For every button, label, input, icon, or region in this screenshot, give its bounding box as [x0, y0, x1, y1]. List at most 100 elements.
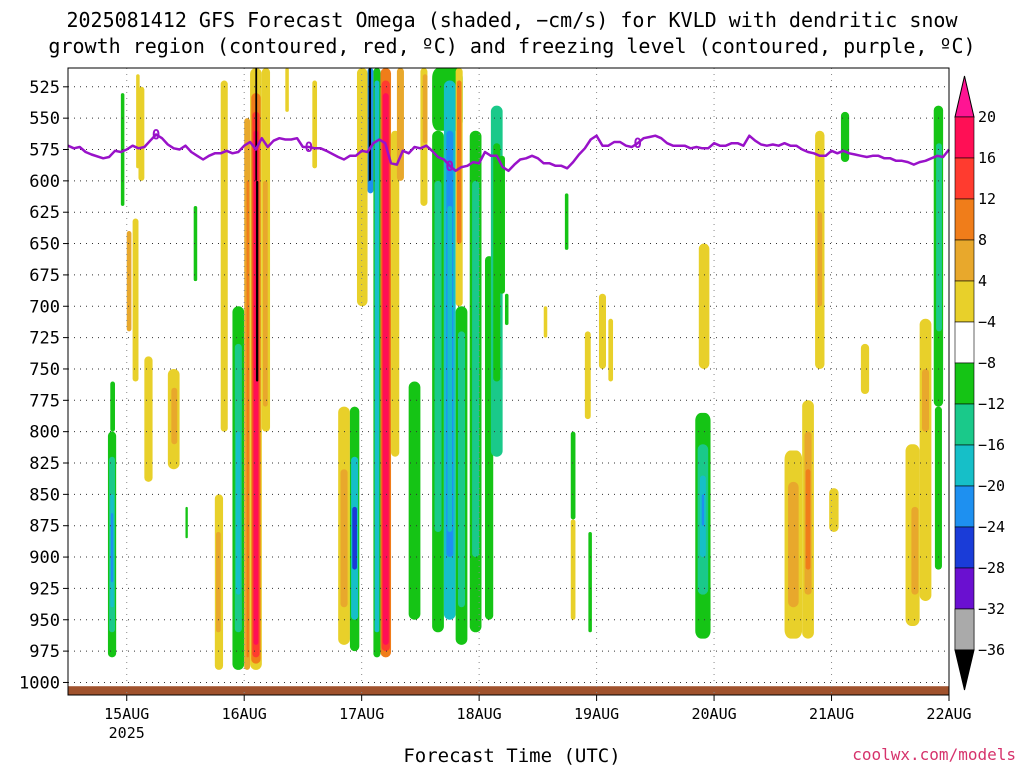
omega-cell [447, 205, 453, 532]
freezing-level-label: 0 [305, 140, 313, 156]
colorbar-label: 8 [978, 231, 987, 249]
omega-cell [132, 218, 139, 382]
omega-cell [788, 481, 799, 608]
omega-cell [312, 80, 318, 169]
chart-title-line2: growth region (contoured, red, ºC) and f… [48, 34, 976, 58]
omega-cell [608, 318, 614, 382]
omega-cell [352, 506, 357, 570]
omega-cell [840, 111, 850, 163]
omega-cell [246, 180, 249, 658]
freezing-level: 0 0 0 0 [67, 127, 950, 175]
omega-cell [185, 506, 188, 539]
y-tick-label: 975 [29, 642, 60, 662]
x-tick-label: 17AUG [339, 705, 384, 723]
colorbar-swatch [954, 444, 975, 487]
omega-cell [499, 155, 505, 294]
omega-cell [543, 306, 548, 338]
colorbar-label: 12 [978, 190, 996, 208]
omega-cell [805, 469, 811, 570]
omega-cell [921, 368, 930, 432]
y-tick-label: 525 [29, 78, 60, 98]
omega-cell [110, 381, 115, 432]
x-tick-sublabel: 2025 [109, 724, 145, 742]
omega-cell [564, 193, 569, 250]
omega-cell [456, 80, 462, 244]
omega-cell [422, 74, 428, 144]
colorbar: 20 16 12 8 4 −4 −8 −12 −16 −20 −24 −28 −32 −36 [954, 75, 1005, 691]
omega-cell [457, 331, 466, 608]
colorbar-label: −12 [978, 395, 1005, 413]
y-tick-label: 925 [29, 579, 60, 599]
omega-cell [584, 331, 591, 420]
colorbar-swatch [954, 403, 975, 446]
omega-cell [408, 381, 421, 620]
omega-cell [504, 293, 509, 326]
omega-cell [570, 519, 576, 620]
omega-cell [391, 130, 400, 457]
y-tick-label: 700 [29, 297, 60, 317]
colorbar-swatch [954, 321, 975, 364]
x-tick-label: 22AUG [926, 705, 971, 723]
colorbar-label: −4 [978, 313, 996, 331]
omega-shading [107, 68, 944, 670]
freezing-level-label: 0 [152, 127, 160, 143]
y-tick-label: 825 [29, 454, 60, 474]
freezing-level-label: 0 [446, 159, 454, 175]
omega-cell [171, 387, 178, 445]
colorbar-label: −24 [978, 518, 1005, 536]
omega-cell [493, 143, 501, 382]
omega-cell [235, 431, 241, 595]
colorbar-swatch [954, 280, 975, 323]
colorbar-swatch [954, 567, 975, 610]
colorbar-swatch [954, 485, 975, 528]
y-tick-label: 600 [29, 172, 60, 192]
omega-cell [934, 406, 942, 570]
colorbar-swatch [954, 157, 975, 200]
omega-cell [368, 68, 372, 181]
omega-cell [138, 86, 145, 181]
colorbar-swatch [954, 116, 975, 159]
y-tick-label: 550 [29, 109, 60, 129]
colorbar-label: 16 [978, 149, 996, 167]
y-tick-label: 725 [29, 329, 60, 349]
terrain-strip [68, 686, 949, 695]
omega-cell [701, 494, 705, 526]
plot-frame [67, 67, 950, 696]
y-axis: 525 550 575 600 625 650 675 700 725 750 775 800 825 8… [19, 78, 68, 693]
colorbar-label: −16 [978, 436, 1005, 454]
x-tick-label: 21AUG [809, 705, 854, 723]
colorbar-swatch [954, 362, 975, 405]
omega-cell [374, 80, 380, 633]
omega-cell [829, 488, 839, 532]
omega-cell [356, 68, 368, 307]
x-tick-label: 16AUG [222, 705, 267, 723]
y-tick-label: 875 [29, 517, 60, 537]
omega-cell [193, 205, 198, 282]
colorbar-bottom-arrow [954, 649, 975, 691]
omega-cell [588, 531, 592, 633]
omega-cell [144, 356, 153, 482]
colorbar-label: 20 [978, 108, 996, 126]
omega-cell [570, 431, 576, 520]
y-tick-label: 900 [29, 548, 60, 568]
y-tick-label: 575 [29, 141, 60, 161]
colorbar-label: −8 [978, 354, 996, 372]
omega-cell [216, 531, 221, 633]
x-tick-label: 15AUG [104, 705, 149, 723]
colorbar-swatch [954, 608, 975, 651]
colorbar-label: −32 [978, 600, 1005, 618]
omega-cell [382, 93, 389, 645]
y-tick-label: 675 [29, 266, 60, 286]
omega-cell [255, 68, 258, 181]
y-tick-label: 850 [29, 485, 60, 505]
chart-title-line1: 2025081412 GFS Forecast Omega (shaded, −… [66, 8, 958, 32]
credit-link[interactable]: coolwx.com/models [852, 745, 1016, 764]
omega-cell [919, 318, 932, 601]
x-tick-label: 20AUG [691, 705, 736, 723]
omega-cell [936, 143, 942, 332]
x-tick-label: 18AUG [457, 705, 502, 723]
colorbar-swatch [954, 198, 975, 241]
colorbar-label: −28 [978, 559, 1005, 577]
